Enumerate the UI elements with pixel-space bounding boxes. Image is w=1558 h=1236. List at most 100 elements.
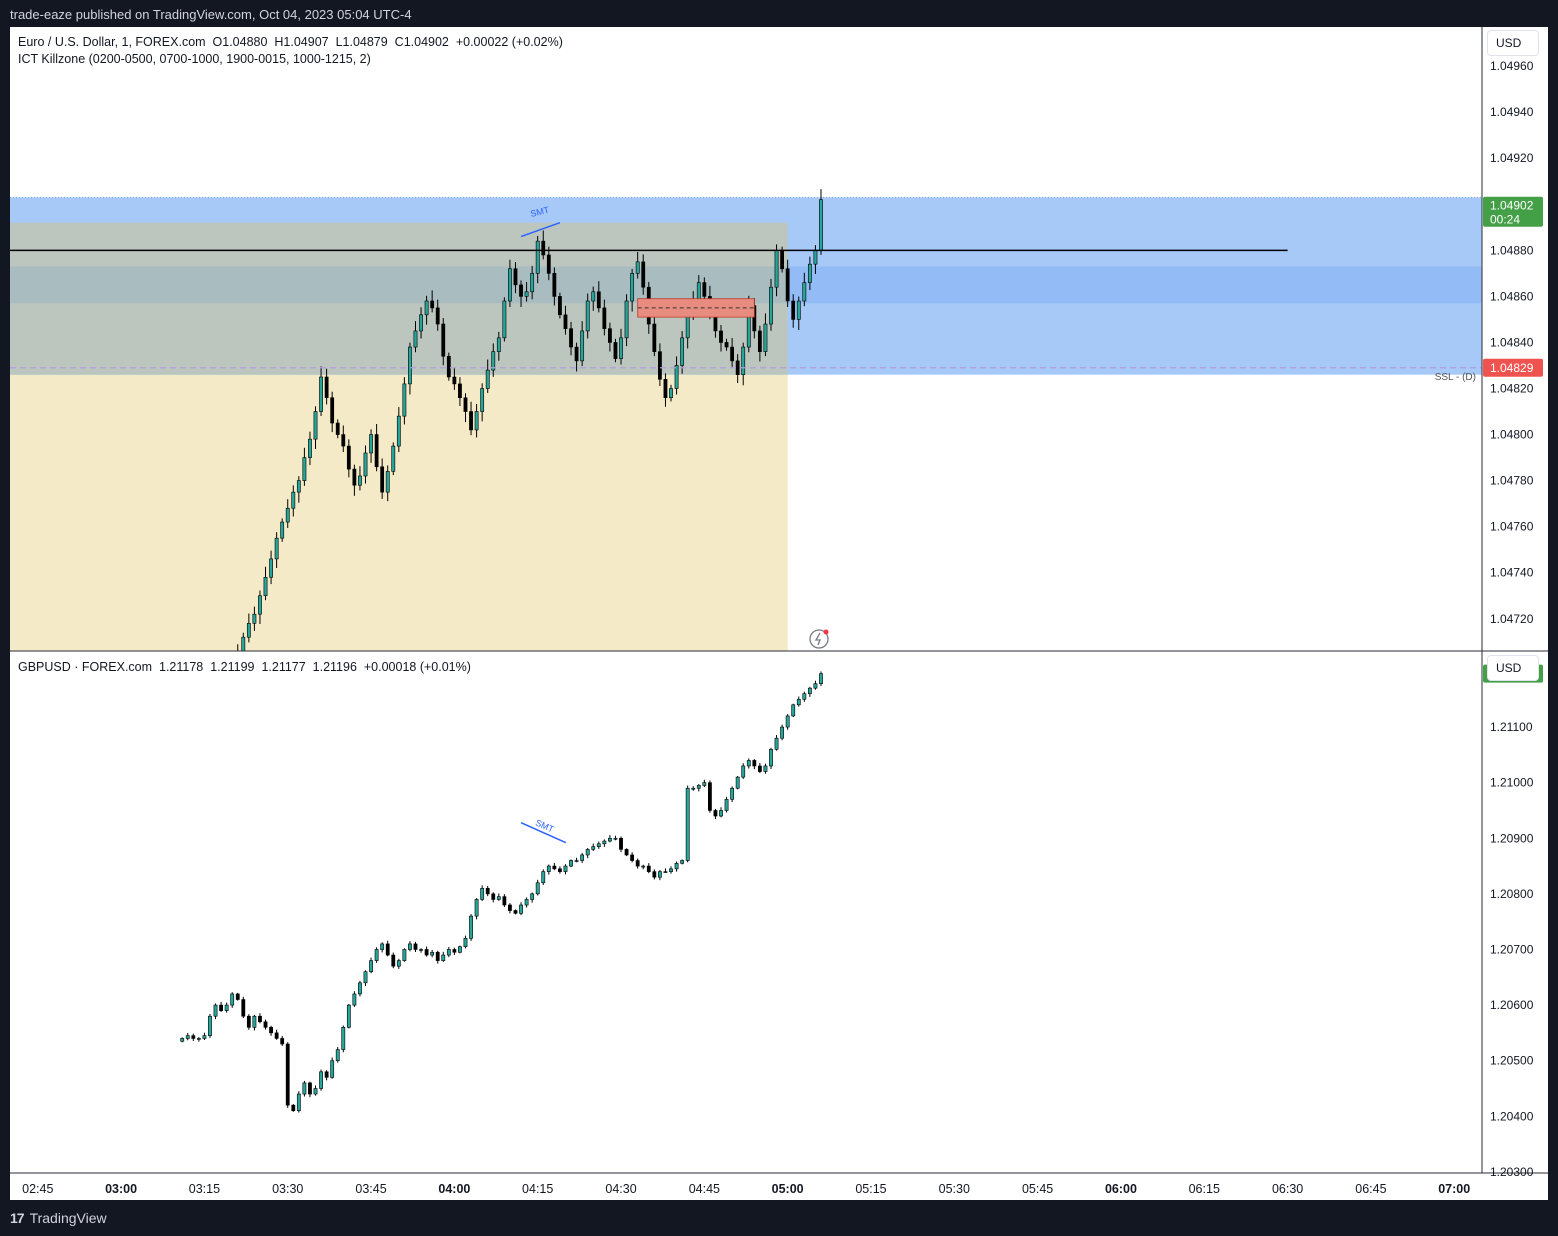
eurusd-body xyxy=(402,383,407,417)
eurusd-body xyxy=(541,240,546,256)
eurusd-candle xyxy=(369,429,373,463)
gbpusd-candle xyxy=(513,909,518,915)
replay-icon-ring[interactable] xyxy=(809,629,829,649)
eurusd-close: 1.04902 xyxy=(403,35,449,49)
gbpusd-candle xyxy=(496,893,501,901)
gbpusd-candle xyxy=(291,1104,296,1112)
eurusd-body xyxy=(263,577,268,597)
eurusd-body xyxy=(735,360,740,375)
gbpusd-body xyxy=(496,896,501,900)
smt-line-bottom[interactable] xyxy=(520,822,567,844)
gbpusd-body xyxy=(380,943,385,950)
price-tick-top: 1.04720 xyxy=(1490,612,1534,626)
eurusd-candle xyxy=(585,293,590,339)
gbpusd-candle xyxy=(391,952,396,969)
footer[interactable]: 17 TradingView xyxy=(10,1210,107,1226)
gbpusd-body xyxy=(396,960,401,967)
gbpusd-body xyxy=(530,893,535,900)
eurusd-body xyxy=(780,250,785,270)
eurusd-candle xyxy=(358,466,362,491)
indicator-legend[interactable]: ICT Killzone (0200-0500, 0700-1000, 1900… xyxy=(18,52,371,66)
smt-line-top[interactable] xyxy=(520,222,561,238)
gbpusd-body xyxy=(791,704,796,717)
eurusd-candle xyxy=(419,307,423,339)
eurusd-open-label: O xyxy=(212,35,223,49)
eurusd-body xyxy=(508,268,512,302)
eurusd-candles xyxy=(235,189,823,651)
gbpusd-candle xyxy=(658,870,662,881)
gbpusd-body xyxy=(763,765,768,772)
gbpusd-candle xyxy=(463,935,468,949)
gbpusd-candle xyxy=(635,858,640,869)
eurusd-body xyxy=(674,365,679,389)
price-tick-bottom: 1.20600 xyxy=(1490,998,1534,1012)
eurusd-body xyxy=(813,250,818,265)
time-tick: 05:45 xyxy=(1022,1182,1053,1196)
eurusd-candle xyxy=(541,230,546,260)
gbpusd-body xyxy=(363,971,368,984)
eurusd-body xyxy=(291,491,296,509)
gbpusd-body xyxy=(352,993,357,1006)
eurusd-candle xyxy=(385,465,390,502)
eurusd-body xyxy=(380,466,385,493)
gbpusd-body xyxy=(246,1015,251,1028)
eurusd-candle xyxy=(674,356,679,395)
gbpusd-body xyxy=(624,849,629,856)
eurusd-body xyxy=(658,351,662,380)
currency-selector-top[interactable]: USD xyxy=(1487,30,1539,56)
eurusd-body xyxy=(308,438,312,458)
gbpusd-body xyxy=(458,946,462,953)
gbpusd-candle xyxy=(608,835,612,843)
eurusd-body xyxy=(763,323,768,352)
eurusd-body xyxy=(491,351,496,371)
eurusd-body xyxy=(535,240,540,274)
gbpusd-candle xyxy=(196,1037,201,1042)
eurusd-candle xyxy=(302,447,307,486)
gbpusd-body xyxy=(613,837,618,840)
eurusd-body xyxy=(324,376,329,399)
replay-icon[interactable] xyxy=(809,629,829,649)
gbpusd-candle xyxy=(780,724,785,741)
gbpusd-candle xyxy=(396,958,401,969)
gbpusd-candle xyxy=(552,862,557,871)
gbpusd-candle xyxy=(713,808,718,819)
gbpusd-candle xyxy=(591,843,596,851)
replay-icon-dot xyxy=(823,629,829,635)
gbpusd-body xyxy=(574,860,579,862)
gbpusd-body xyxy=(219,1004,223,1011)
eurusd-candle xyxy=(241,632,246,651)
ssl-price-tag-bg xyxy=(1483,358,1543,377)
eurusd-legend: Euro / U.S. Dollar, 1, FOREX.com O1.0488… xyxy=(18,35,563,49)
eurusd-candle xyxy=(269,550,273,585)
gbpusd-candle xyxy=(335,1047,340,1063)
eurusd-candle xyxy=(341,425,346,453)
gbpusd-candle xyxy=(413,941,418,952)
gbpusd-candle xyxy=(530,892,535,903)
ssl-label: SSL - (D) xyxy=(1435,372,1476,383)
gbpusd-candle xyxy=(535,879,540,896)
eurusd-body xyxy=(807,263,812,283)
time-tick: 06:30 xyxy=(1272,1182,1303,1196)
gbpusd-candle xyxy=(724,796,729,813)
gbpusd-body xyxy=(757,765,762,772)
time-tick: 06:45 xyxy=(1355,1182,1386,1196)
eurusd-body xyxy=(624,300,629,339)
gbpusd-candle xyxy=(707,780,712,813)
eurusd-body xyxy=(669,388,673,399)
gbpusd-change: +0.00018 (+0.01%) xyxy=(363,660,471,674)
gbpusd-candle xyxy=(424,946,429,957)
eurusd-candle xyxy=(263,566,268,601)
gbpusd-candle xyxy=(346,1003,351,1029)
price-tick-top: 1.04800 xyxy=(1490,428,1534,442)
gbpusd-body xyxy=(513,910,518,914)
gbpusd-candle xyxy=(369,957,373,974)
price-tick-bottom: 1.20300 xyxy=(1490,1165,1534,1179)
gbpusd-body xyxy=(191,1035,196,1039)
gbpusd-body xyxy=(785,715,790,728)
currency-selector-bottom[interactable]: USD xyxy=(1487,655,1539,681)
eurusd-candle xyxy=(258,590,262,624)
last-price-tag: 1.04902 xyxy=(1483,196,1543,227)
gbpusd-candle xyxy=(785,714,790,730)
eurusd-body xyxy=(474,411,479,431)
